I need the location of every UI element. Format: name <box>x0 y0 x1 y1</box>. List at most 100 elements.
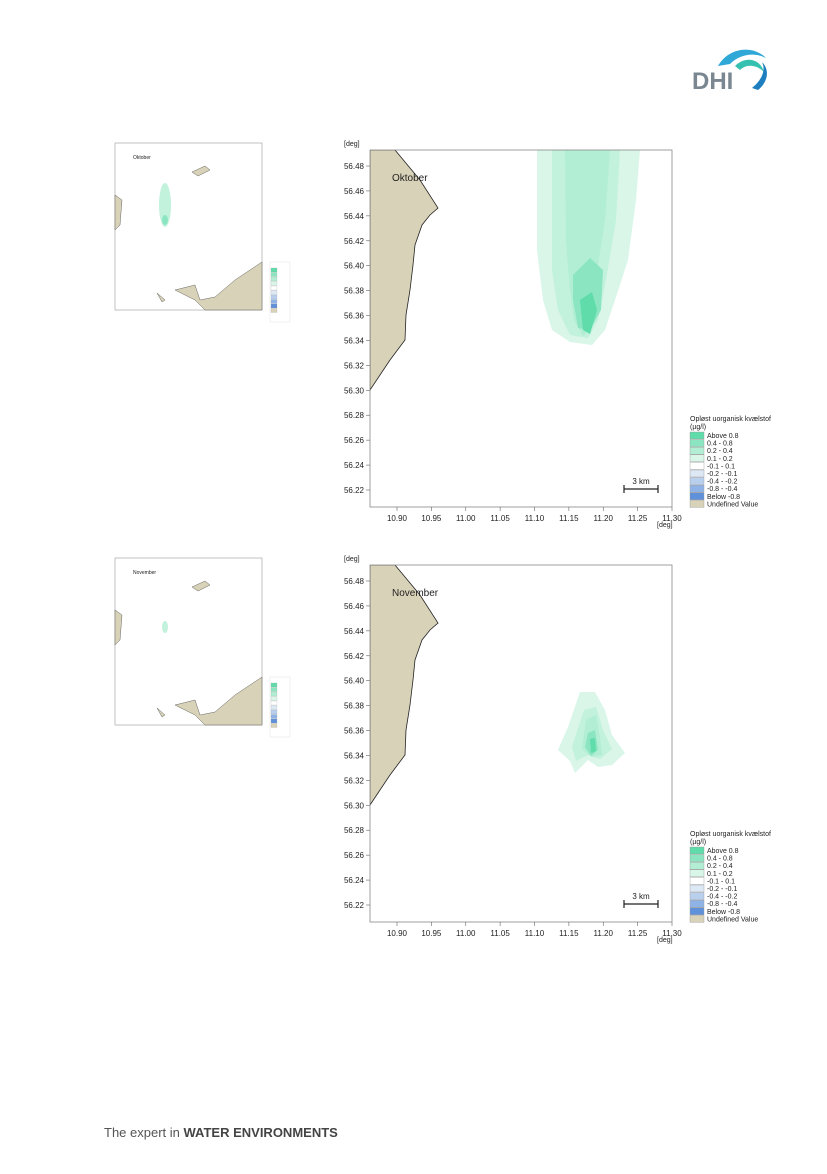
overview-legend-swatch <box>270 281 278 286</box>
y-tick-label: 56.40 <box>344 677 365 686</box>
legend-label: 0.1 - 0.2 <box>707 871 733 878</box>
overview-legend-swatch <box>270 696 278 701</box>
legend-label: -0.8 - -0.4 <box>707 901 737 908</box>
overview-legend-swatch <box>270 714 278 719</box>
overview-legend-swatch <box>270 723 278 728</box>
x-tick-label: 10.90 <box>387 514 408 523</box>
overview-land <box>191 580 211 592</box>
overview-legend-swatch <box>270 709 278 715</box>
overview-legend-swatch <box>270 687 278 692</box>
overview-plume <box>162 621 168 633</box>
legend-label: Undefined Value <box>707 501 758 508</box>
overview-month: November <box>133 570 156 576</box>
map-area <box>370 565 625 806</box>
legend-swatch <box>689 846 705 855</box>
legend-swatch <box>689 854 705 862</box>
y-tick-label: 56.44 <box>344 627 365 636</box>
overview-land <box>174 676 263 726</box>
x-tick-label: 11.25 <box>628 514 648 523</box>
y-tick-label: 56.32 <box>344 361 365 370</box>
legend-swatch <box>689 439 705 447</box>
logo: DHI <box>692 49 767 95</box>
legend-label: -0.1 - 0.1 <box>707 878 735 885</box>
map-panel: Oktober Oktober [deg] [deg] 56.48 56.46 56.44 5… <box>114 141 771 529</box>
overview-land <box>114 194 123 231</box>
x-tick-label: 11.30 <box>662 514 682 523</box>
legend-label: 0.4 - 0.8 <box>707 856 733 863</box>
x-tick-label: 11.10 <box>525 514 545 523</box>
overview-plume <box>162 215 168 225</box>
x-tick-label: 10.95 <box>421 929 442 938</box>
legend-label: Above 0.8 <box>707 848 739 855</box>
y-tick-label: 56.26 <box>344 436 365 445</box>
legend-label: 0.2 - 0.4 <box>707 448 733 455</box>
concentration-contour <box>590 738 596 753</box>
y-tick-label: 56.22 <box>344 486 365 495</box>
y-tick-label: 56.46 <box>344 187 365 196</box>
y-tick-label: 56.44 <box>344 212 365 221</box>
y-tick-label: 56.28 <box>344 411 365 420</box>
overview-month: Oktober <box>133 155 151 161</box>
overview-land <box>156 292 166 303</box>
y-tick-label: 56.38 <box>344 702 365 711</box>
map-area <box>370 150 640 391</box>
legend-label: -0.2 - -0.1 <box>707 886 737 893</box>
x-tick-label: 10.95 <box>421 514 442 523</box>
overview-land <box>174 261 263 311</box>
month-label: Oktober <box>392 173 428 184</box>
overview-legend-swatch <box>270 705 278 710</box>
legend-swatch <box>689 877 705 885</box>
legend-title: Opløst uorganisk kvælstof <box>690 831 771 838</box>
overview-land <box>114 609 123 646</box>
y-tick-label: 56.46 <box>344 602 365 611</box>
overview-legend-swatch <box>270 267 278 273</box>
y-tick-label: 56.22 <box>344 901 365 910</box>
legend-label: Above 0.8 <box>707 433 739 440</box>
logo-wave <box>752 62 767 90</box>
x-tick-label: 11.20 <box>594 929 614 938</box>
y-tick-label: 56.38 <box>344 287 365 296</box>
legend-unit: (µg/l) <box>690 839 706 846</box>
x-tick-label: 11.05 <box>490 929 510 938</box>
concentration-contour <box>580 292 597 334</box>
overview-legend-swatch <box>270 700 278 706</box>
x-tick-label: 11.25 <box>628 929 648 938</box>
legend-swatch <box>689 462 705 470</box>
y-tick-label: 56.32 <box>344 776 365 785</box>
legend-swatch <box>689 492 705 500</box>
x-tick-label: 11.15 <box>559 514 579 523</box>
legend-label: -0.2 - -0.1 <box>707 471 737 478</box>
legend-swatch <box>689 447 705 455</box>
legend-label: Below -0.8 <box>707 909 740 916</box>
overview-legend-swatch <box>270 718 278 724</box>
map-frame <box>369 149 673 508</box>
x-tick-label: 11.05 <box>490 514 510 523</box>
y-tick-label: 56.34 <box>344 336 365 345</box>
overview-land <box>191 165 211 177</box>
legend-label: -0.1 - 0.1 <box>707 463 735 470</box>
overview-map: Oktober <box>114 142 291 323</box>
y-tick-label: 56.30 <box>344 386 365 395</box>
legend-swatch <box>689 431 705 440</box>
logo-wave <box>735 59 764 72</box>
y-tick-label: 56.28 <box>344 826 365 835</box>
land <box>370 565 439 806</box>
x-unit: [deg] <box>657 522 673 529</box>
y-tick-label: 56.30 <box>344 801 365 810</box>
x-unit: [deg] <box>657 937 673 944</box>
y-unit: [deg] <box>344 556 360 563</box>
y-tick-label: 56.36 <box>344 312 365 321</box>
y-tick-label: 56.42 <box>344 237 365 246</box>
overview-legend-swatch <box>270 303 278 309</box>
tagline-prefix: The expert in <box>104 1125 180 1140</box>
legend-swatch <box>689 469 705 478</box>
scale-bar-label: 3 km <box>632 892 650 901</box>
x-tick-label: 10.90 <box>387 929 408 938</box>
legend-label: -0.8 - -0.4 <box>707 486 737 493</box>
scale-bar <box>623 485 659 493</box>
legend-title: Opløst uorganisk kvælstof <box>690 416 771 423</box>
month-label: November <box>392 588 439 599</box>
y-tick-label: 56.34 <box>344 751 365 760</box>
legend-swatch <box>689 907 705 915</box>
